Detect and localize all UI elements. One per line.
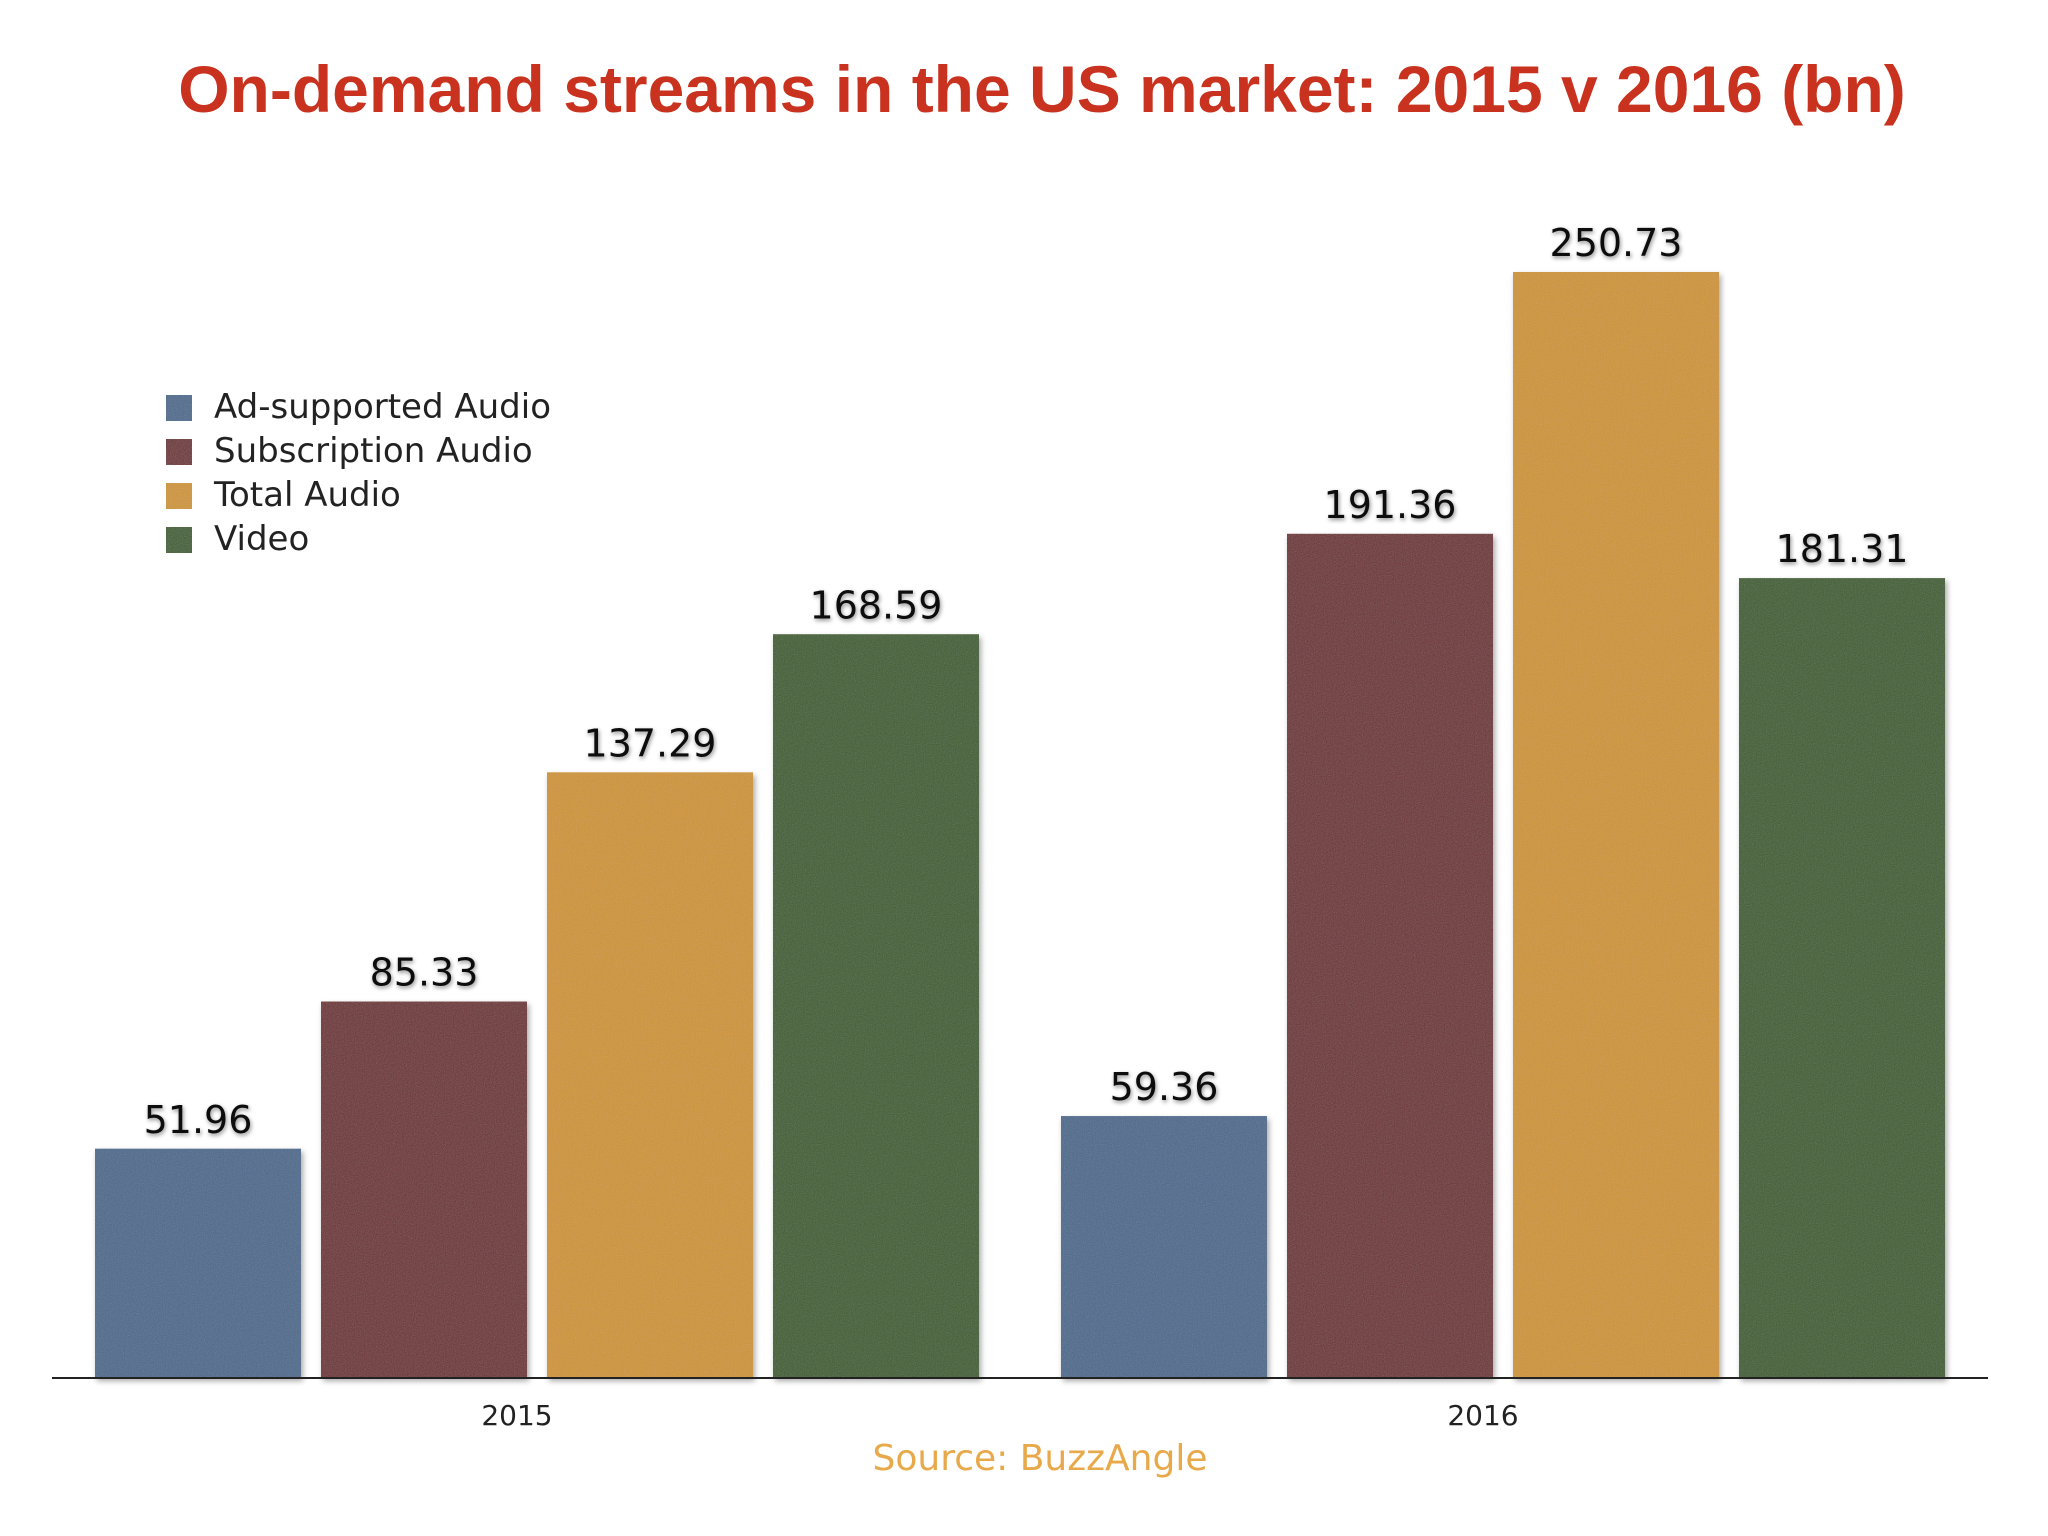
value-label-video-2016: 181.31 [1776,527,1909,571]
chart-source: Source: BuzzAngle [873,1438,1208,1479]
category-label-2016: 2016 [1447,1399,1518,1432]
legend-swatch-total-audio [166,483,192,509]
value-labels: 51.96 85.33 137.29 168.59 59.36 191.36 250.73 1… [144,221,1909,1142]
value-label-total-audio-2016: 250.73 [1550,221,1683,265]
category-label-2015: 2015 [481,1399,552,1432]
legend-swatch-subscription-audio [166,439,192,465]
legend-label-subscription-audio: Subscription Audio [214,431,533,471]
legend-swatch-ad-supported-audio [166,395,192,421]
value-label-ad-supported-audio-2015: 51.96 [144,1098,253,1142]
value-label-total-audio-2015: 137.29 [584,721,717,765]
chart-title: On-demand streams in the US market: 2015… [178,52,1906,126]
bar-texture-total-audio-2016 [1513,272,1719,1378]
bar-texture-subscription-audio-2015 [321,1001,527,1378]
legend-swatch-video [166,527,192,553]
bar-texture-video-2015 [773,634,979,1378]
bar-texture-ad-supported-audio-2016 [1061,1116,1267,1378]
value-label-subscription-audio-2015: 85.33 [370,951,479,995]
value-label-subscription-audio-2016: 191.36 [1324,483,1457,527]
bar-texture-total-audio-2015 [547,772,753,1378]
bar-texture-subscription-audio-2016 [1287,533,1493,1378]
legend-label-total-audio: Total Audio [213,475,401,515]
bar-texture-ad-supported-audio-2015 [95,1148,301,1378]
bar-texture-video-2016 [1739,578,1945,1378]
bars [95,272,1945,1378]
value-label-ad-supported-audio-2016: 59.36 [1110,1065,1219,1109]
legend-label-video: Video [214,519,309,559]
legend-label-ad-supported-audio: Ad-supported Audio [214,387,551,427]
value-label-video-2015: 168.59 [810,583,943,627]
category-labels: 2015 2016 [481,1399,1518,1432]
